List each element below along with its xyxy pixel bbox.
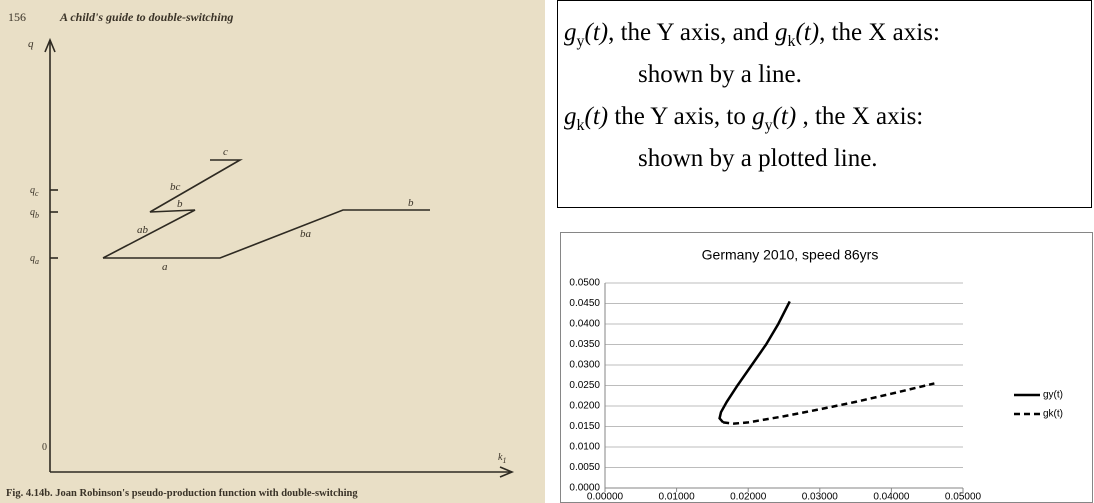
segment-label: ba [300, 228, 312, 240]
run: shown by a plotted line. [638, 145, 878, 172]
run: , the X axis: [796, 103, 924, 130]
y-tick-label: qb [30, 207, 39, 220]
origin-label: 0 [42, 442, 47, 453]
page-number: 156 [8, 10, 26, 24]
run: k [787, 33, 796, 50]
run: g [564, 103, 577, 130]
segment-line [103, 209, 430, 259]
run: (t) [584, 19, 609, 46]
chart-title: Germany 2010, speed 86yrs [702, 247, 879, 263]
y-arrow [44, 37, 56, 53]
subscript: b [35, 211, 39, 220]
series-line [718, 300, 791, 424]
text-line: shown by a plotted line. [638, 145, 878, 173]
symbol: q [30, 253, 35, 264]
run: , the X axis: [819, 19, 940, 46]
y-tick-label: 0.0000 [569, 483, 600, 494]
segment-label: ab [137, 224, 149, 236]
caption: Fig. 4.14b. Joan Robinson's pseudo-produ… [6, 488, 358, 499]
y-tick-label: 0.0400 [569, 319, 600, 330]
run: g [564, 19, 577, 46]
run: y [576, 33, 585, 50]
y-tick-label: 0.0150 [569, 421, 600, 432]
chart-frame [560, 232, 1093, 503]
x-tick-label: 0.02000 [730, 492, 767, 503]
segment-label: a [162, 261, 168, 273]
text-line: gk(t) the Y axis, to gy(t) , the X axis: [564, 103, 923, 135]
y-tick-label: 0.0450 [569, 298, 600, 309]
run: shown by a line. [638, 61, 802, 88]
run: k [576, 117, 585, 134]
y-tick-label: qc [30, 185, 39, 198]
x-tick-label: 0.05000 [945, 492, 982, 503]
symbol: k [498, 452, 503, 463]
segment-labels: c bc b ab a ba b [137, 146, 414, 273]
run: (t) [772, 103, 797, 130]
subscript: 1 [502, 456, 506, 465]
subscript: c [35, 189, 39, 198]
page-scan [0, 0, 545, 503]
book-figure: 156 A child's guide to double-switching … [0, 0, 545, 503]
run: (t) [584, 103, 609, 130]
text-line: gy(t), the Y axis, and gk(t), the X axis… [564, 19, 940, 51]
segment-line [102, 159, 243, 259]
y-tick-label: 0.0500 [569, 278, 600, 289]
y-tick-label: qa [30, 253, 39, 266]
text-box: gy(t), the Y axis, and gk(t), the X axis… [557, 0, 1092, 208]
running-title: A child's guide to double-switching [59, 10, 233, 24]
segment-label: bc [170, 181, 181, 193]
text-line: shown by a line. [638, 61, 802, 89]
run: the Y axis, to [608, 103, 753, 130]
segment-label: c [223, 146, 228, 158]
symbol: q [30, 207, 35, 218]
x-tick-label: 0.04000 [873, 492, 910, 503]
y-tick-label: 0.0350 [569, 339, 600, 350]
symbol: q [30, 185, 35, 196]
y-tick-label: 0.0100 [569, 442, 600, 453]
y-tick-label: 0.0200 [569, 401, 600, 412]
legend-label: gk(t) [1043, 409, 1063, 420]
run: , the Y axis, and [608, 19, 775, 46]
x-tick-label: 0.01000 [659, 492, 696, 503]
x-tick-label: 0.03000 [802, 492, 839, 503]
run: y [764, 117, 773, 134]
segment-label: b [408, 197, 414, 209]
chart: Germany 2010, speed 86yrs 0.0000 0.0050 0.… [560, 232, 1093, 503]
production-function [102, 159, 430, 259]
segment-label: b [177, 198, 183, 210]
x-axis-label: k1 [498, 452, 506, 465]
y-tick-label: 0.0300 [569, 360, 600, 371]
subscript: a [35, 257, 39, 266]
axes [44, 37, 515, 478]
run: g [752, 103, 765, 130]
run: (t) [795, 19, 820, 46]
legend-label: gy(t) [1043, 390, 1063, 401]
x-tick-label: 0.00000 [587, 492, 624, 503]
run: g [774, 19, 788, 46]
y-tick-label: 0.0050 [569, 462, 600, 473]
y-tick-label: 0.0250 [569, 380, 600, 391]
x-arrow [499, 466, 515, 478]
series-line [722, 382, 935, 425]
y-axis-label: q [28, 38, 34, 50]
